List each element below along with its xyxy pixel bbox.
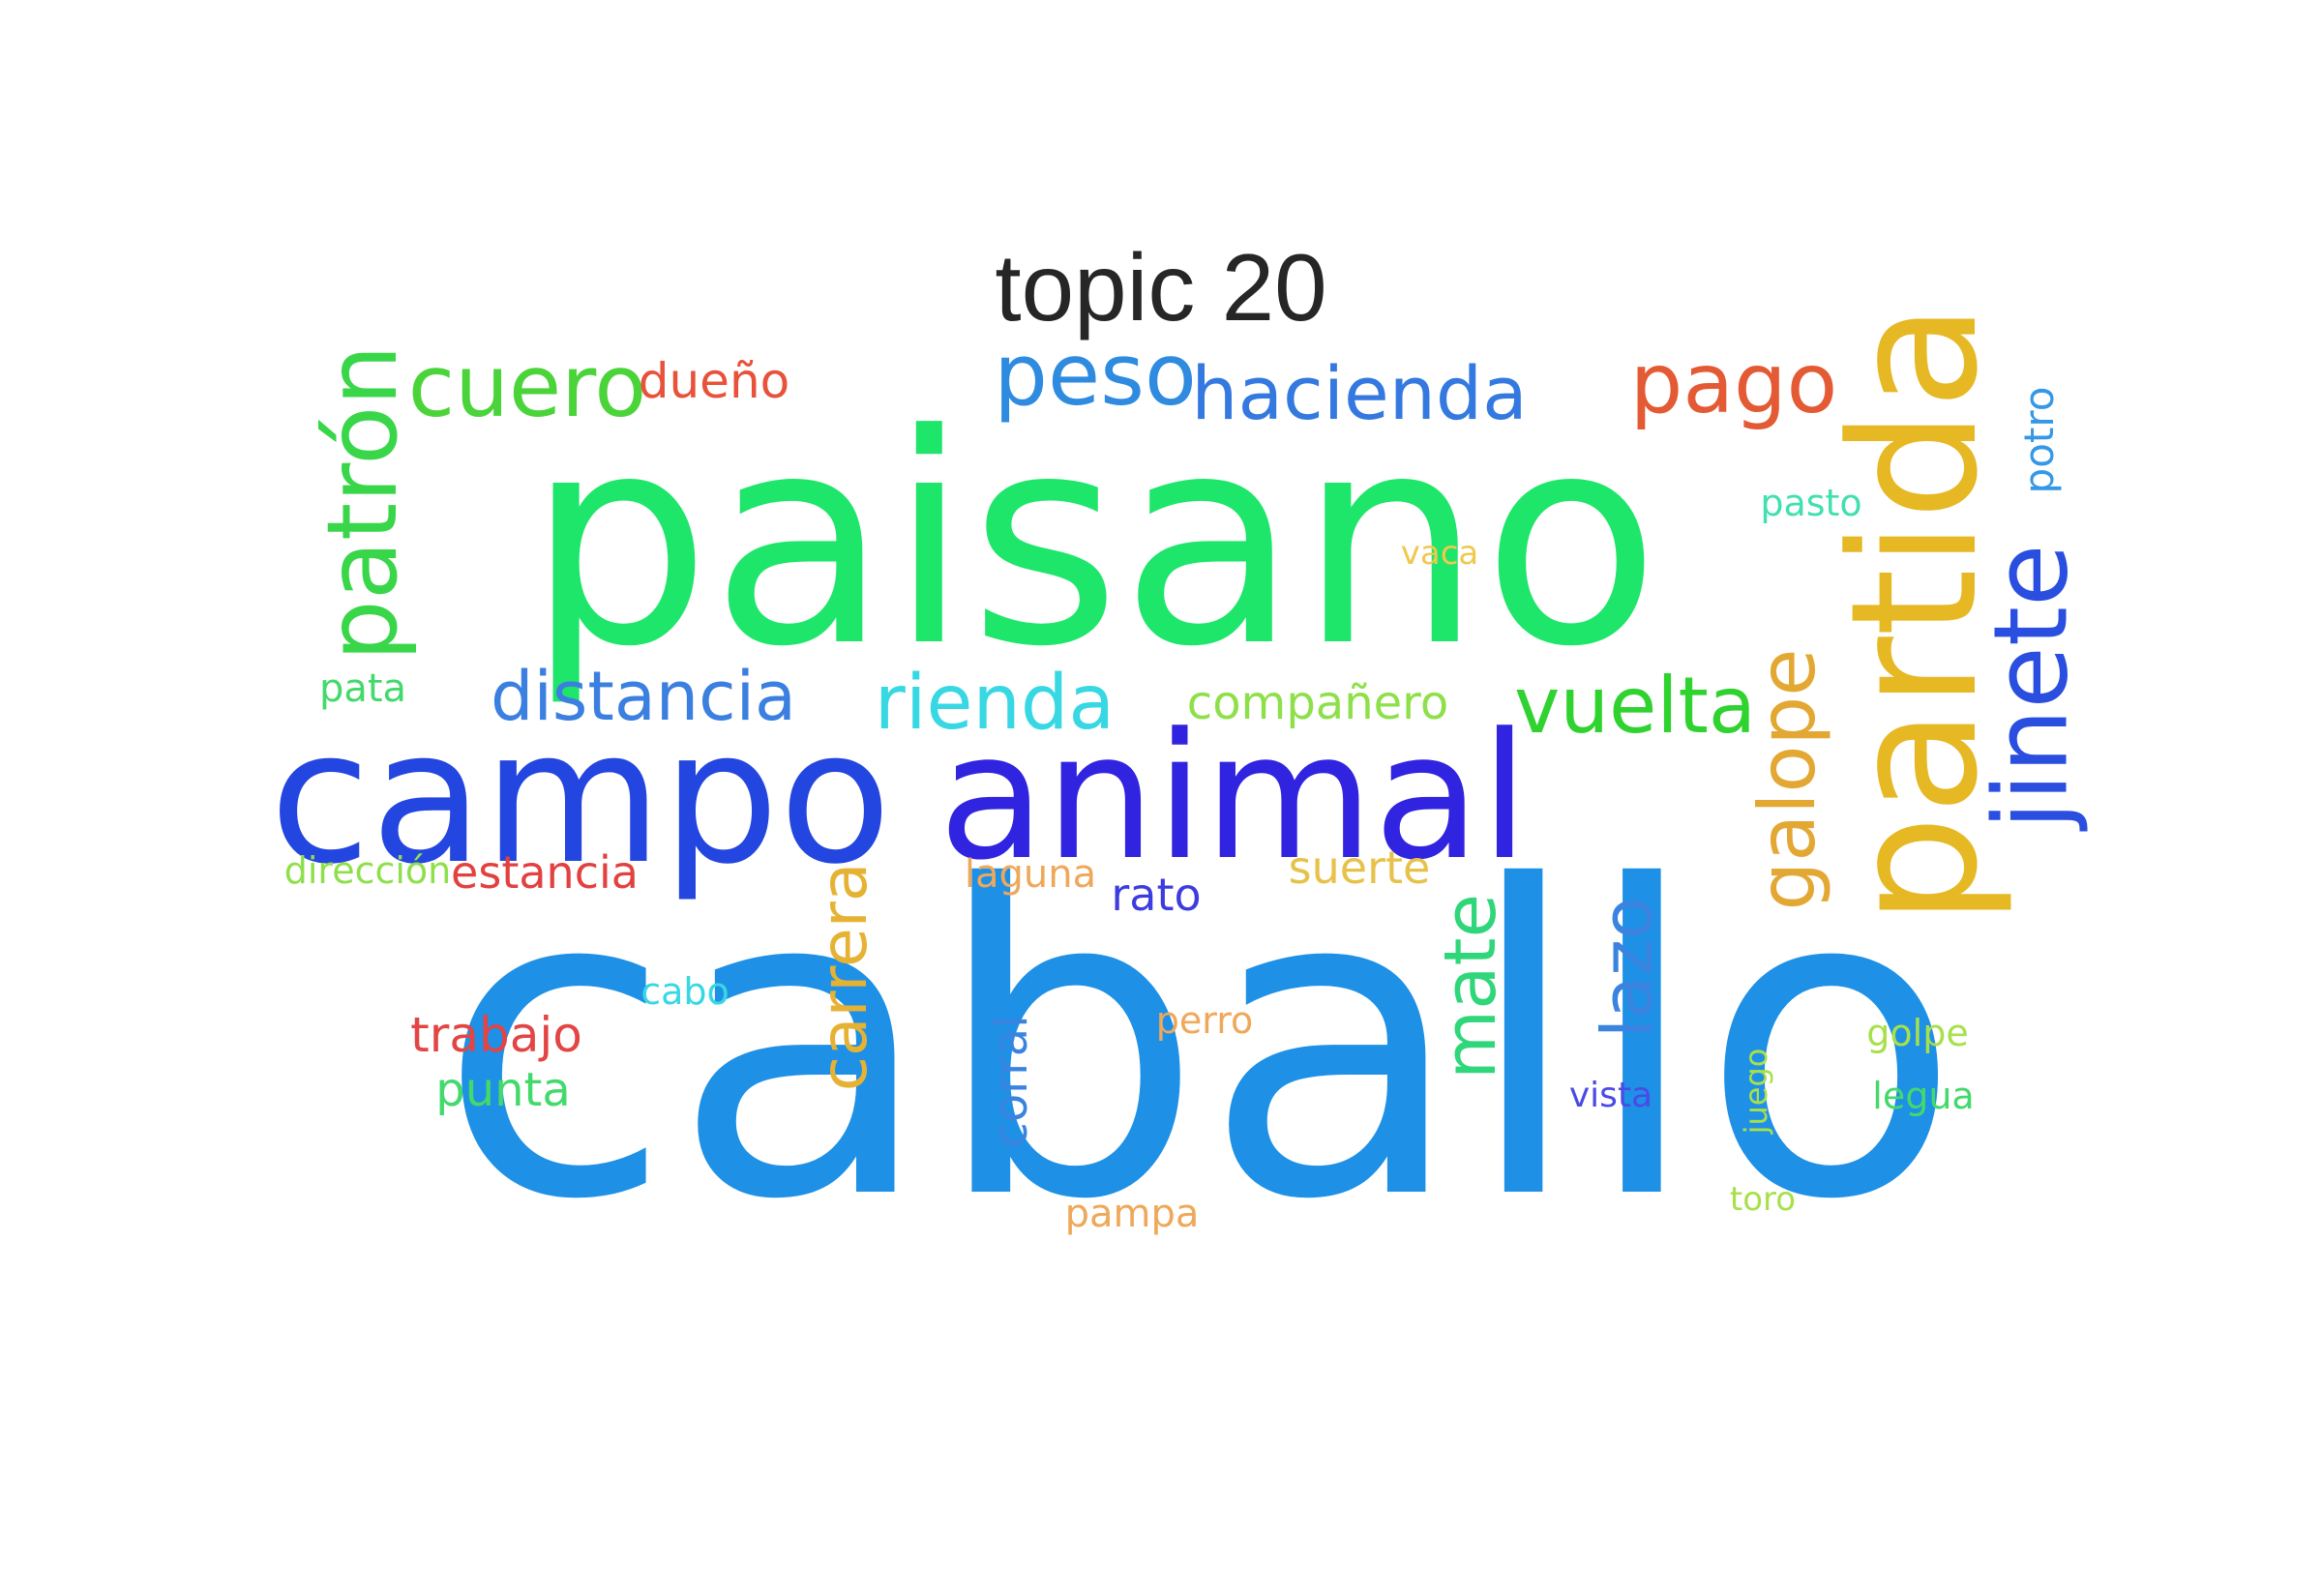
word-companero: compañero [1186, 676, 1449, 730]
word-vaca: vaca [1400, 534, 1479, 573]
word-paisano: paisano [526, 372, 1660, 710]
word-vista: vista [1568, 1076, 1653, 1115]
word-punta: punta [435, 1063, 571, 1117]
word-rienda: rienda [874, 660, 1116, 747]
word-corral: corral [984, 1015, 1038, 1148]
word-caballo: caballo [437, 797, 1962, 1292]
word-cuero: cuero [407, 337, 647, 436]
word-distancia: distancia [491, 657, 796, 736]
word-rato: rato [1111, 869, 1202, 921]
word-mate: mate [1429, 894, 1512, 1079]
word-galope: galope [1742, 648, 1832, 911]
word-cabo: cabo [640, 970, 729, 1013]
word-lazo: lazo [1587, 897, 1668, 1038]
word-pampa: pampa [1064, 1192, 1200, 1236]
word-juego: juego [1738, 1048, 1774, 1135]
word-dueno: dueño [638, 353, 790, 409]
word-legua: legua [1872, 1075, 1975, 1117]
word-patron: patrón [306, 344, 419, 662]
word-peso: peso [994, 325, 1197, 425]
word-vuelta: vuelta [1514, 661, 1756, 751]
word-campo: campo [269, 691, 892, 904]
word-trabajo: trabajo [410, 1007, 582, 1063]
word-pasto: pasto [1760, 482, 1862, 524]
word-pago: pago [1629, 336, 1838, 432]
word-perro: perro [1155, 999, 1254, 1042]
word-jinete: jinete [1972, 544, 2091, 830]
cloud-title: topic 20 [995, 234, 1327, 340]
word-potro: potro [2015, 386, 2063, 494]
word-estancia: estancia [451, 846, 639, 899]
word-laguna: laguna [964, 852, 1097, 897]
word-hacienda: hacienda [1191, 350, 1528, 436]
word-golpe: golpe [1866, 1012, 1969, 1054]
word-direccion: dirección [283, 849, 452, 892]
word-suerte: suerte [1288, 842, 1431, 894]
word-carrera: carrera [807, 862, 881, 1092]
word-pata: pata [318, 666, 407, 711]
word-toro: toro [1729, 1180, 1797, 1219]
word-animal: animal [938, 696, 1530, 899]
